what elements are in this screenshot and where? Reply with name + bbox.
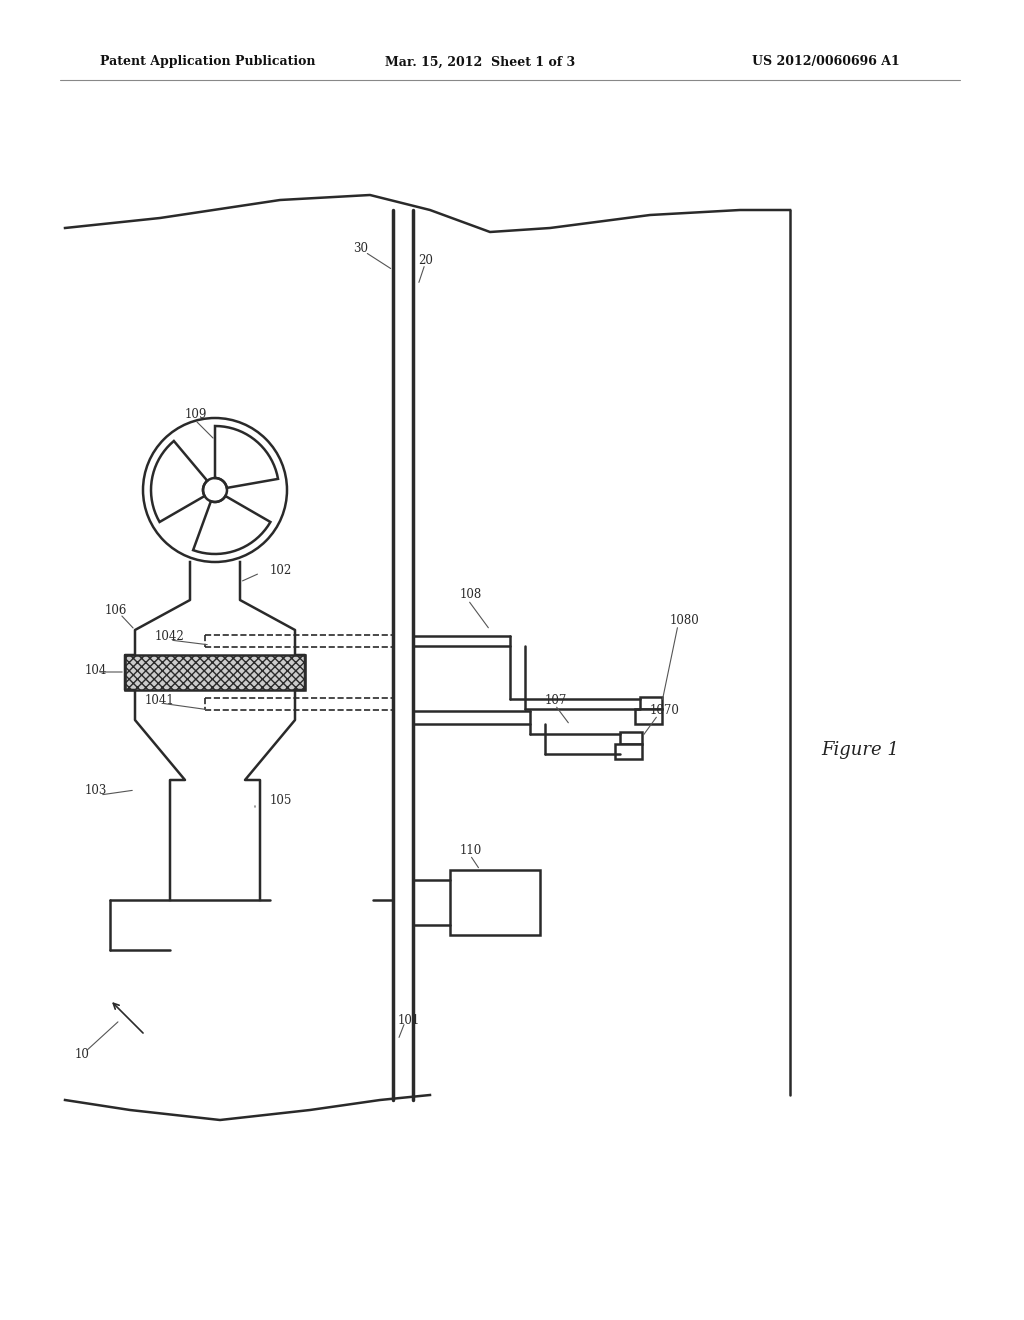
Bar xyxy=(640,697,662,709)
Bar xyxy=(125,655,305,690)
Text: US 2012/0060696 A1: US 2012/0060696 A1 xyxy=(753,55,900,69)
Text: 1070: 1070 xyxy=(650,704,680,717)
Text: Mar. 15, 2012  Sheet 1 of 3: Mar. 15, 2012 Sheet 1 of 3 xyxy=(385,55,575,69)
Text: 110: 110 xyxy=(460,843,482,857)
Text: 1042: 1042 xyxy=(155,631,184,644)
Bar xyxy=(620,733,642,744)
Text: 10: 10 xyxy=(75,1048,90,1061)
Bar xyxy=(450,870,540,935)
Text: 101: 101 xyxy=(398,1014,420,1027)
Text: 20: 20 xyxy=(418,253,433,267)
Bar xyxy=(635,709,662,723)
Text: Patent Application Publication: Patent Application Publication xyxy=(100,55,315,69)
Text: 108: 108 xyxy=(460,589,482,602)
Bar xyxy=(615,744,642,759)
Text: 103: 103 xyxy=(85,784,108,796)
Text: 1041: 1041 xyxy=(145,693,175,706)
Text: 104: 104 xyxy=(85,664,108,676)
Text: 1080: 1080 xyxy=(670,614,699,627)
Text: 106: 106 xyxy=(105,603,127,616)
Text: 107: 107 xyxy=(545,693,567,706)
Text: 30: 30 xyxy=(353,242,368,255)
Text: 109: 109 xyxy=(185,408,208,421)
Text: 102: 102 xyxy=(270,564,292,577)
Text: 105: 105 xyxy=(270,793,293,807)
Text: Figure 1: Figure 1 xyxy=(821,741,899,759)
